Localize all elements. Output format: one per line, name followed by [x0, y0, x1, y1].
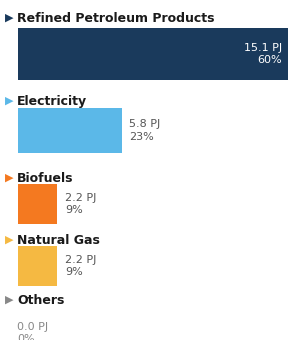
Bar [18, 246, 57, 286]
Text: ▶: ▶ [5, 295, 13, 305]
Text: Electricity: Electricity [17, 95, 87, 107]
Text: 2.2 PJ
9%: 2.2 PJ 9% [65, 193, 96, 215]
Text: ▶: ▶ [5, 13, 13, 23]
Text: ▶: ▶ [5, 96, 13, 106]
Text: ▶: ▶ [5, 235, 13, 245]
Text: Others: Others [17, 293, 64, 306]
Bar [18, 108, 122, 153]
Text: Natural Gas: Natural Gas [17, 234, 100, 246]
Text: Biofuels: Biofuels [17, 171, 74, 185]
Text: 2.2 PJ
9%: 2.2 PJ 9% [65, 255, 96, 277]
Text: 5.8 PJ
23%: 5.8 PJ 23% [129, 119, 160, 142]
Bar [18, 28, 288, 80]
Text: 0.0 PJ
0%: 0.0 PJ 0% [17, 322, 48, 340]
Bar [18, 184, 57, 224]
Text: Refined Petroleum Products: Refined Petroleum Products [17, 12, 215, 24]
Text: 15.1 PJ
60%: 15.1 PJ 60% [244, 43, 282, 65]
Text: ▶: ▶ [5, 173, 13, 183]
